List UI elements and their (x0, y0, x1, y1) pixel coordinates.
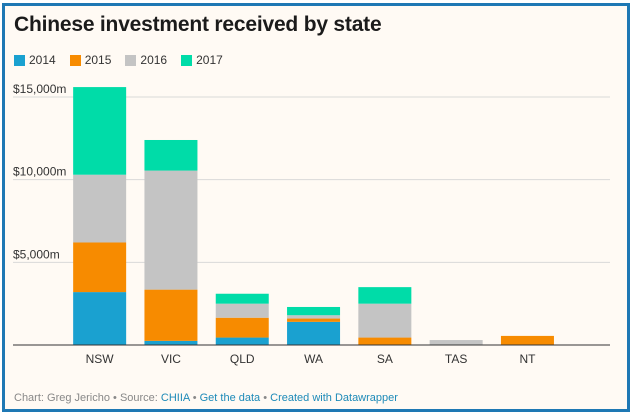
y-tick-label: $10,000m (13, 165, 66, 179)
legend-swatch (14, 54, 25, 66)
bar-segment-wa-2017 (287, 306, 341, 316)
bar-segment-sa-2017 (358, 287, 412, 304)
legend: 2014 2015 2016 2017 (14, 53, 223, 67)
legend-item-2017: 2017 (181, 53, 223, 67)
datawrapper-link[interactable]: Created with Datawrapper (270, 392, 398, 404)
bar-segment-qld-2017 (215, 293, 269, 304)
bar-segment-vic-2016 (144, 170, 198, 290)
x-tick-label: SA (377, 352, 393, 366)
bar-segment-tas-2016 (429, 340, 483, 345)
x-tick-label: VIC (161, 352, 181, 366)
legend-item-2016: 2016 (125, 53, 167, 67)
bar-segment-qld-2014 (215, 337, 269, 345)
bar-segment-vic-2014 (144, 340, 198, 345)
bar-segment-wa-2014 (287, 321, 341, 345)
y-tick-label: $5,000m (13, 247, 60, 261)
legend-swatch (69, 54, 81, 66)
legend-swatch (181, 54, 193, 66)
get-data-link[interactable]: Get the data (199, 392, 261, 404)
separator: • (189, 392, 200, 404)
chart-title: Chinese investment received by state (14, 13, 382, 36)
x-tick-label: TAS (445, 352, 467, 366)
legend-item-2014: 2014 (14, 53, 56, 67)
bar-segment-nsw-2015 (73, 242, 127, 293)
x-tick-label: WA (304, 352, 323, 366)
bar-segment-wa-2016 (287, 315, 341, 319)
source-link[interactable]: CHIIA (160, 392, 190, 404)
legend-swatch (125, 54, 137, 66)
legend-item-2015: 2015 (69, 53, 112, 67)
bar-segment-qld-2015 (215, 317, 269, 338)
legend-label: 2017 (196, 53, 223, 67)
y-tick-label: $15,000m (13, 82, 66, 96)
x-tick-label: NT (519, 352, 536, 366)
bar-segment-nt-2015 (500, 335, 554, 345)
separator: • (260, 392, 271, 404)
bar-segment-nsw-2016 (73, 174, 127, 243)
chart-footer: Chart: Greg Jericho • Source: CHIIA • Ge… (14, 392, 398, 404)
credit-text: Chart: Greg Jericho • Source: (14, 392, 161, 404)
legend-label: 2014 (29, 53, 56, 67)
legend-label: 2015 (84, 53, 112, 67)
bar-segment-sa-2015 (358, 337, 412, 345)
bar-segment-qld-2016 (215, 303, 269, 318)
bar-segment-vic-2015 (144, 289, 198, 341)
bar-segment-wa-2015 (287, 318, 341, 322)
bar-segment-sa-2016 (358, 303, 412, 338)
x-tick-label: NSW (86, 352, 115, 366)
legend-label: 2016 (140, 53, 168, 67)
bar-segment-vic-2017 (144, 139, 198, 171)
bar-segment-nsw-2017 (73, 87, 127, 175)
bar-segment-nsw-2014 (73, 292, 127, 345)
x-tick-label: QLD (230, 352, 255, 366)
